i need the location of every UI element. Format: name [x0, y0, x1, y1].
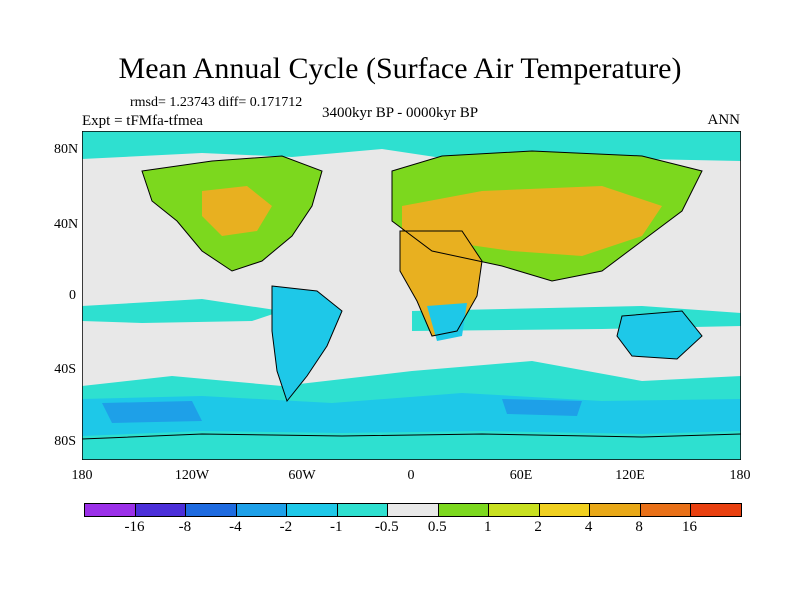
- south-america: [272, 286, 342, 401]
- antarctica: [82, 431, 741, 460]
- temperature-map: [82, 131, 741, 460]
- colorbar-label: -0.5: [374, 519, 399, 535]
- southern-ocean-strong: [102, 399, 582, 423]
- lat-label-0: 0: [69, 288, 76, 303]
- colorbar-swatch: [539, 504, 591, 516]
- colorbar-swatch: [337, 504, 389, 516]
- colorbar-label: -16: [124, 519, 145, 535]
- lon-label-120e: 120E: [615, 468, 645, 483]
- colorbar-swatch: [186, 504, 237, 516]
- lon-label-0: 0: [407, 468, 415, 483]
- colorbar-label: 8: [635, 519, 643, 535]
- lat-label-80n: 80N: [54, 142, 79, 157]
- colorbar-swatch: [640, 504, 692, 516]
- colorbar-label: -2: [279, 519, 293, 535]
- colorbar-swatch: [489, 504, 540, 516]
- north-america-warm: [202, 186, 272, 236]
- lon-label-180e: 180: [729, 468, 751, 483]
- stats-text: rmsd= 1.23743 diff= 0.171712: [130, 95, 303, 110]
- colorbar-label: 4: [584, 519, 593, 535]
- lon-label-120w: 120W: [174, 468, 210, 483]
- coastlines: [82, 150, 741, 440]
- map-title: Mean Annual Cycle (Surface Air Temperatu…: [118, 52, 682, 85]
- colorbar: [84, 503, 742, 517]
- colorbar-label: -1: [330, 519, 343, 535]
- colorbar-swatch: [438, 504, 490, 516]
- colorbar-swatch: [388, 504, 439, 516]
- colorbar-swatch: [590, 504, 641, 516]
- colorbar-label: 1: [483, 519, 492, 535]
- colorbar-label: -4: [229, 519, 242, 535]
- australia: [617, 311, 702, 359]
- lat-label-40s: 40S: [54, 362, 76, 377]
- lon-label-60w: 60W: [288, 468, 316, 483]
- experiment-text: Expt = tFMfa-tfmea: [82, 113, 203, 129]
- colorbar-swatch: [85, 504, 136, 516]
- colorbar-label: 2: [534, 519, 542, 535]
- colorbar-swatch: [287, 504, 338, 516]
- season-text: ANN: [707, 112, 741, 128]
- period-text: 3400kyr BP - 0000kyr BP: [322, 105, 479, 121]
- lat-label-40n: 40N: [54, 217, 79, 232]
- lat-label-80s: 80S: [54, 434, 76, 449]
- colorbar-label: 0.5: [427, 519, 447, 535]
- lon-label-180w: 180: [71, 468, 93, 483]
- lon-label-60e: 60E: [509, 468, 533, 483]
- colorbar-swatch: [236, 504, 288, 516]
- colorbar-swatch: [135, 504, 187, 516]
- colorbar-label: 16: [682, 519, 698, 535]
- colorbar-label: -8: [178, 519, 192, 535]
- tropical-cool-band: [82, 299, 741, 331]
- colorbar-swatch: [691, 504, 741, 516]
